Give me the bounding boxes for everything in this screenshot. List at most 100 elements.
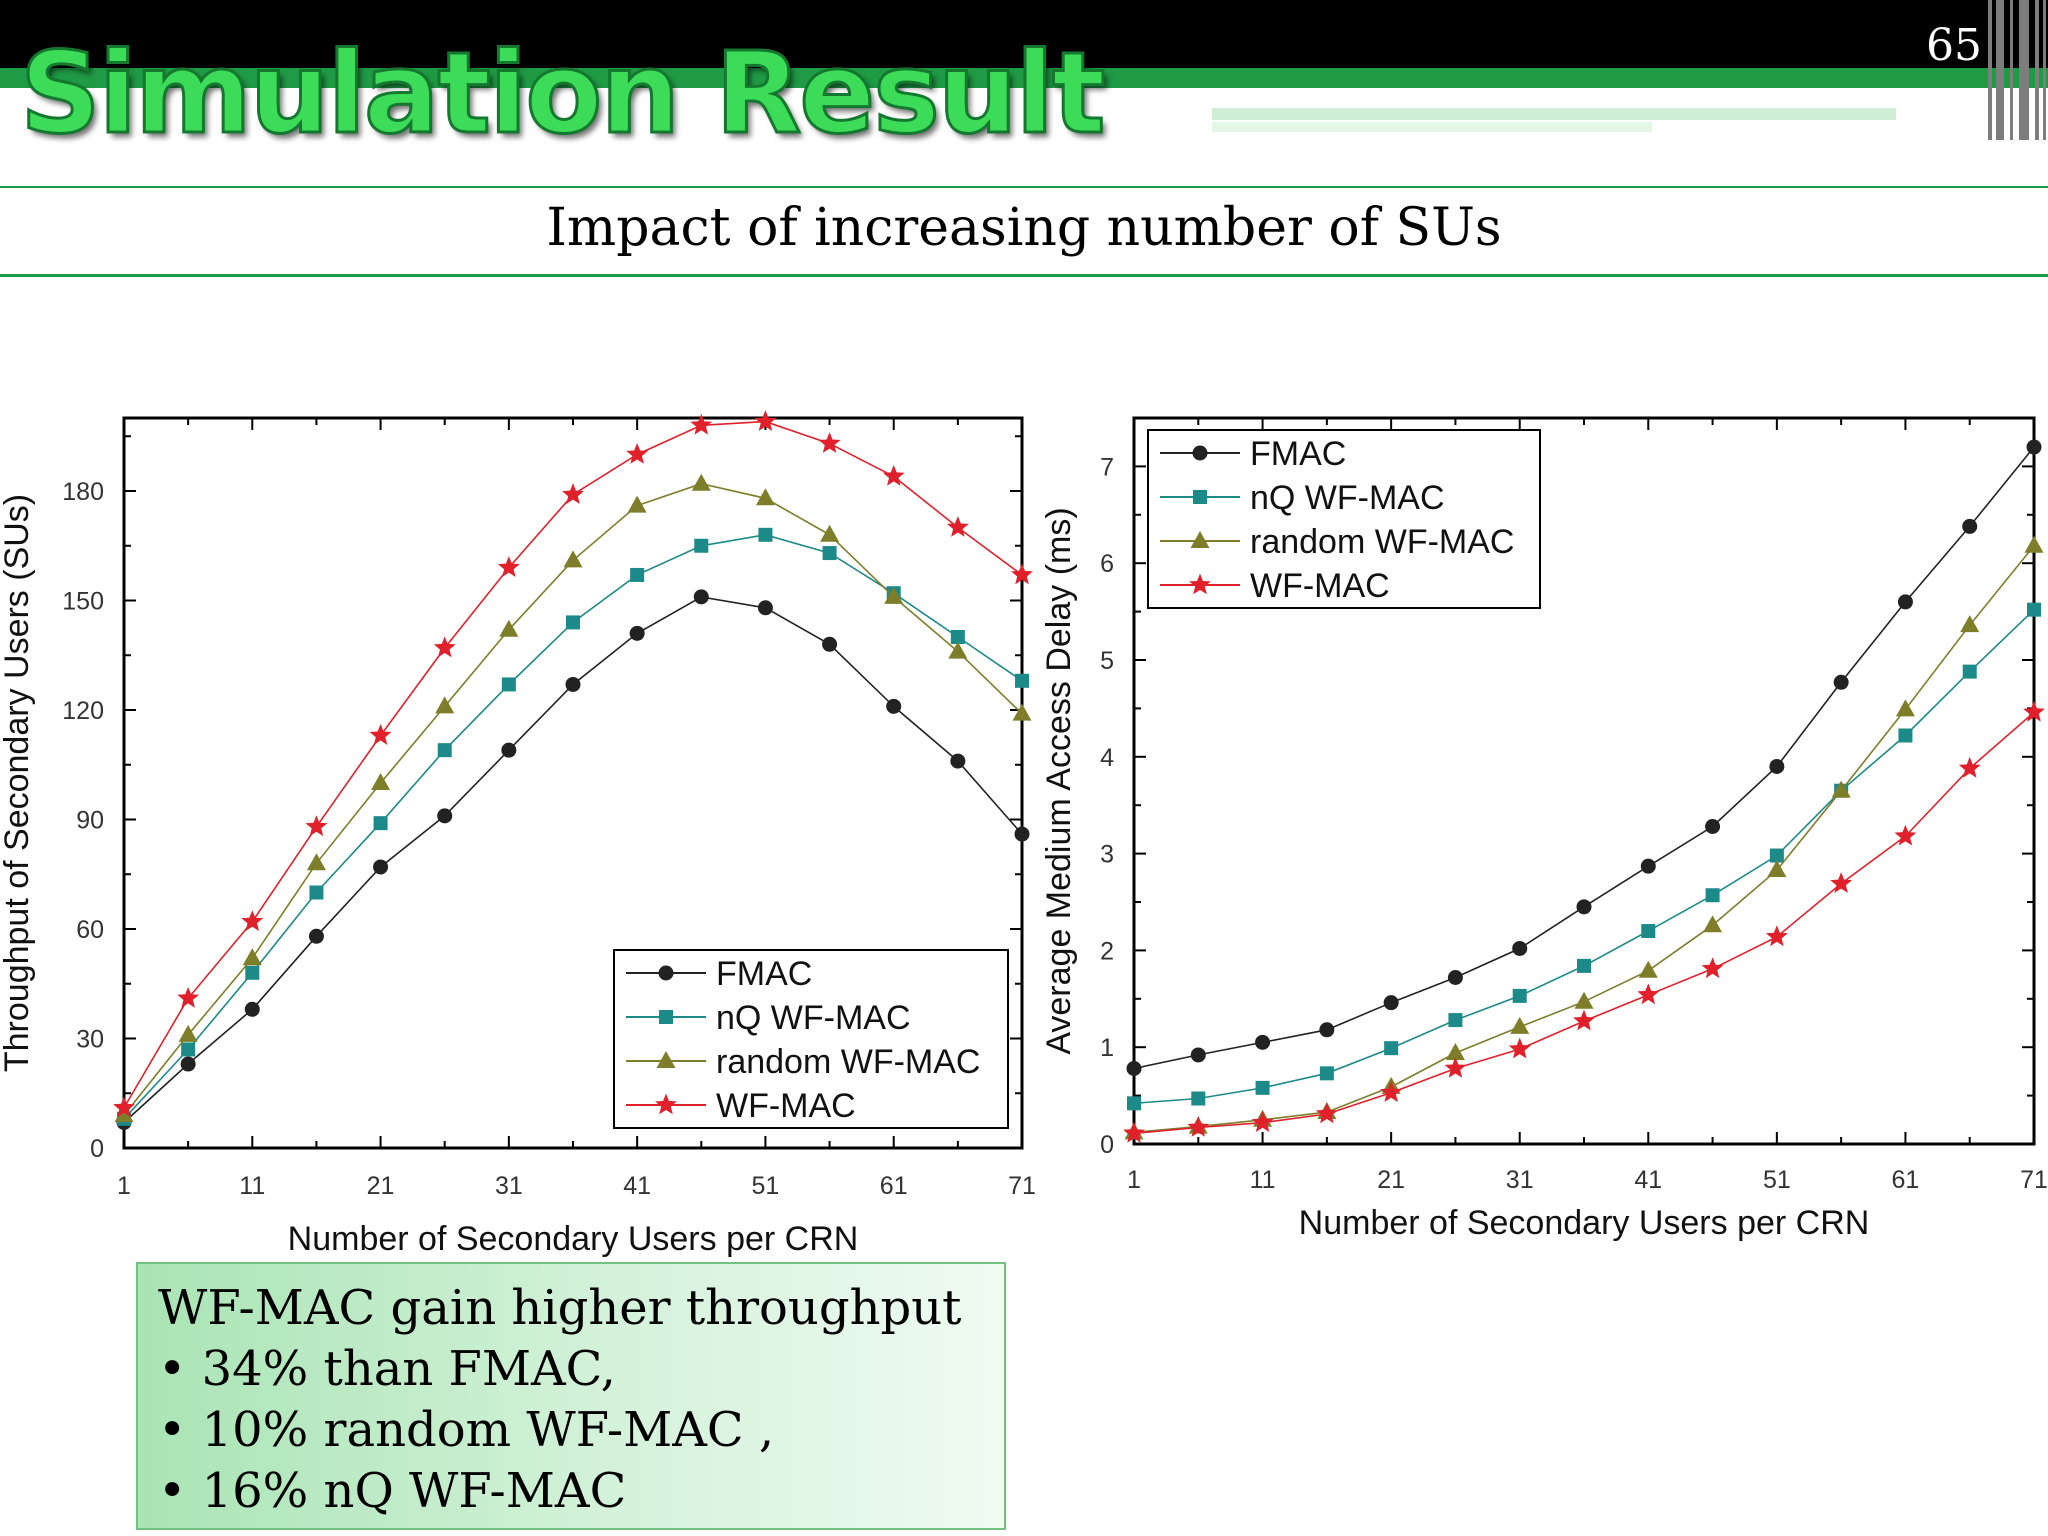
data-point: [2023, 700, 2045, 722]
data-point: [1701, 957, 1724, 979]
data-point: [497, 556, 520, 577]
data-point: [373, 816, 388, 831]
legend-marker: [659, 1010, 673, 1024]
data-point: [1380, 1081, 1403, 1102]
data-point: [244, 1001, 260, 1017]
data-point: [950, 753, 966, 769]
data-point: [181, 1042, 196, 1057]
x-axis-label: Number of Secondary Users per CRN: [1299, 1204, 1870, 1242]
legend-box: [613, 949, 1009, 1129]
y-tick-label: 60: [76, 916, 104, 944]
callout-bullet-2: • 10% random WF-MAC ,: [158, 1400, 984, 1461]
series-wf-mac: [1123, 700, 2045, 1143]
series-fmac: [116, 589, 1030, 1130]
data-point: [1577, 958, 1591, 973]
data-point: [308, 928, 324, 944]
legend-box: [1147, 429, 1541, 609]
data-point: [818, 432, 841, 453]
data-point: [113, 1096, 135, 1118]
data-point: [114, 1105, 134, 1123]
y-tick-label: 180: [62, 478, 104, 506]
data-point: [948, 641, 968, 659]
data-point: [565, 676, 581, 692]
data-point: [1769, 848, 1784, 863]
data-point: [1012, 703, 1032, 721]
data-point: [1315, 1102, 1338, 1124]
data-point: [501, 742, 517, 758]
slide-title: Simulation Result: [19, 29, 1108, 159]
data-point: [627, 495, 647, 513]
legend-label: random WF-MAC: [716, 1043, 980, 1081]
data-point: [822, 546, 837, 561]
subtitle-rule-bottom: [0, 274, 2048, 277]
header-green-band: [0, 68, 2048, 88]
subtitle-rule-top: [0, 186, 2048, 188]
legend-label: FMAC: [1250, 435, 1346, 473]
data-point: [1960, 615, 1980, 633]
x-tick-label: 11: [1250, 1166, 1276, 1194]
x-tick-label: 1: [117, 1172, 131, 1200]
data-point: [1319, 1022, 1335, 1038]
data-point: [1962, 664, 1977, 679]
data-point: [437, 743, 452, 758]
data-point: [757, 600, 773, 616]
data-point: [1123, 1121, 1145, 1143]
data-point: [1126, 1060, 1142, 1076]
data-point: [242, 948, 262, 966]
data-point: [626, 443, 649, 464]
data-point: [309, 885, 324, 900]
data-point: [882, 464, 905, 486]
callout-bullet-1: • 34% than FMAC,: [158, 1339, 984, 1400]
header-vertical-bars: [1986, 0, 2048, 140]
data-point: [1897, 594, 1913, 610]
data-point: [691, 473, 711, 491]
data-point: [371, 773, 391, 790]
legend-label: FMAC: [716, 955, 812, 993]
data-point: [1255, 1080, 1270, 1095]
data-point: [1127, 1096, 1141, 1111]
data-point: [1319, 1066, 1334, 1081]
data-point: [178, 1024, 198, 1042]
data-point: [1769, 758, 1785, 774]
data-point: [2024, 535, 2044, 553]
data-point: [305, 815, 328, 837]
x-tick-label: 51: [752, 1172, 780, 1200]
header-stripe: [1212, 108, 1896, 120]
data-point: [177, 986, 200, 1008]
x-tick-label: 21: [367, 1172, 395, 1200]
data-point: [822, 636, 838, 652]
series-nq-wf-mac: [1127, 602, 2041, 1111]
data-point: [690, 413, 713, 435]
y-tick-label: 7: [1100, 453, 1114, 481]
header-stripe-short: [1212, 122, 1652, 132]
legend-marker: [655, 1093, 677, 1115]
x-tick-label: 41: [1634, 1166, 1662, 1194]
callout-bullet-3: • 16% nQ WF-MAC: [158, 1461, 984, 1522]
legend-marker: [1189, 573, 1211, 595]
series-line: [1133, 711, 2035, 1135]
data-point: [1512, 940, 1528, 956]
data-point: [946, 516, 969, 537]
data-point: [1638, 960, 1658, 978]
data-point: [501, 677, 516, 692]
y-tick-label: 120: [62, 697, 104, 725]
y-tick-label: 0: [1100, 1131, 1114, 1159]
data-point: [1637, 983, 1660, 1005]
y-tick-label: 4: [1100, 744, 1114, 772]
data-point: [1895, 699, 1915, 717]
y-tick-label: 3: [1100, 841, 1114, 869]
x-tick-label: 41: [623, 1172, 651, 1200]
y-tick-label: 0: [90, 1135, 104, 1163]
data-point: [1833, 674, 1849, 690]
data-point: [435, 696, 455, 714]
data-point: [241, 910, 264, 931]
data-point: [1383, 995, 1399, 1011]
x-tick-label: 11: [239, 1172, 265, 1200]
x-axis-label: Number of Secondary Users per CRN: [288, 1220, 859, 1258]
data-point: [433, 636, 456, 658]
data-point: [1830, 872, 1853, 893]
y-tick-label: 30: [76, 1026, 104, 1054]
header-bar: [0, 0, 2048, 68]
x-tick-label: 1: [1127, 1166, 1141, 1194]
